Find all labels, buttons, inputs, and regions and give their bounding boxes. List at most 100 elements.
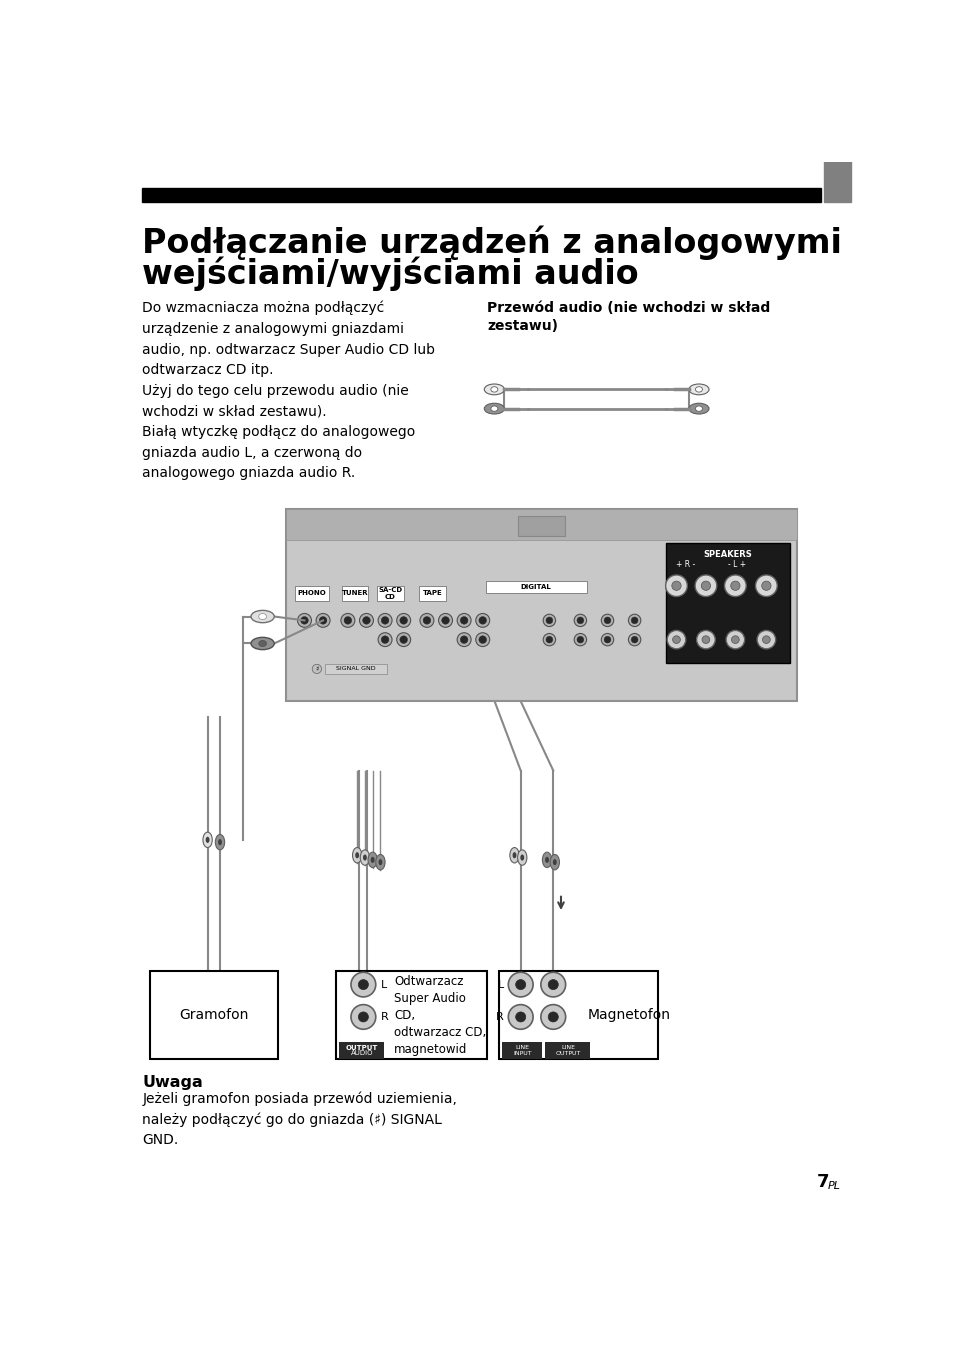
Ellipse shape: [396, 614, 410, 627]
Ellipse shape: [508, 1005, 533, 1029]
Text: PL: PL: [827, 1180, 840, 1191]
Ellipse shape: [362, 617, 370, 625]
Ellipse shape: [419, 614, 434, 627]
Text: AUDIO: AUDIO: [350, 1051, 373, 1056]
Ellipse shape: [315, 614, 330, 627]
Ellipse shape: [340, 614, 355, 627]
Text: Do wzmacniacza można podłączyć
urządzenie z analogowymi gniazdami
audio, np. odt: Do wzmacniacza można podłączyć urządzeni…: [142, 301, 435, 480]
Text: DIGITAL: DIGITAL: [520, 584, 551, 591]
Ellipse shape: [258, 614, 266, 619]
Text: L: L: [497, 980, 503, 990]
Ellipse shape: [399, 635, 407, 644]
Bar: [545, 1042, 590, 1059]
Text: TAPE: TAPE: [422, 591, 442, 596]
Ellipse shape: [378, 859, 382, 865]
Ellipse shape: [459, 617, 468, 625]
Text: L: L: [380, 980, 386, 990]
Text: Wprowadzenie: Wprowadzenie: [830, 369, 843, 466]
Ellipse shape: [550, 854, 558, 869]
Ellipse shape: [542, 614, 555, 626]
Ellipse shape: [665, 575, 686, 596]
Ellipse shape: [206, 837, 210, 842]
Ellipse shape: [491, 387, 497, 392]
Text: ♯: ♯: [314, 667, 318, 672]
Text: SIGNAL GND: SIGNAL GND: [335, 667, 375, 672]
Ellipse shape: [688, 384, 708, 395]
Ellipse shape: [478, 617, 486, 625]
Ellipse shape: [371, 857, 375, 863]
Text: R: R: [380, 1011, 388, 1022]
Ellipse shape: [548, 980, 558, 990]
Ellipse shape: [688, 403, 708, 414]
Ellipse shape: [215, 834, 224, 850]
Ellipse shape: [355, 852, 358, 859]
Ellipse shape: [478, 635, 486, 644]
Ellipse shape: [484, 384, 504, 395]
Text: SPEAKERS: SPEAKERS: [702, 549, 751, 558]
Ellipse shape: [203, 831, 212, 848]
Text: R: R: [496, 1011, 503, 1022]
Ellipse shape: [577, 617, 583, 623]
Bar: [335, 971, 487, 1059]
Bar: [823, 0, 850, 203]
Text: Uwaga: Uwaga: [142, 1075, 203, 1090]
Ellipse shape: [755, 575, 777, 596]
Ellipse shape: [438, 614, 452, 627]
Ellipse shape: [540, 972, 565, 996]
Ellipse shape: [251, 637, 274, 650]
Bar: [498, 971, 658, 1059]
Ellipse shape: [631, 617, 638, 623]
Ellipse shape: [358, 980, 368, 990]
Ellipse shape: [344, 617, 352, 625]
Ellipse shape: [545, 617, 552, 623]
Ellipse shape: [377, 614, 392, 627]
Text: + R -: + R -: [676, 560, 695, 569]
Ellipse shape: [671, 581, 680, 591]
Ellipse shape: [258, 641, 266, 646]
Ellipse shape: [422, 617, 431, 625]
Ellipse shape: [516, 1011, 525, 1022]
Ellipse shape: [631, 637, 638, 644]
Text: Gramofon: Gramofon: [179, 1009, 248, 1022]
Bar: [377, 585, 403, 602]
Ellipse shape: [700, 581, 710, 591]
Ellipse shape: [540, 1005, 565, 1029]
Ellipse shape: [509, 848, 518, 863]
Ellipse shape: [358, 1011, 368, 1022]
Ellipse shape: [476, 633, 489, 646]
Text: Jeżeli gramofon posiada przewód uziemienia,
należy podłączyć go do gniazda (♯) S: Jeżeli gramofon posiada przewód uziemien…: [142, 1091, 456, 1146]
Ellipse shape: [456, 633, 471, 646]
Bar: [150, 971, 278, 1059]
Ellipse shape: [757, 630, 775, 649]
Text: LINE
INPUT: LINE INPUT: [513, 1045, 531, 1056]
Ellipse shape: [456, 614, 471, 627]
Ellipse shape: [300, 617, 308, 625]
Text: 7: 7: [816, 1174, 828, 1191]
Text: LINE
OUTPUT: LINE OUTPUT: [555, 1045, 580, 1056]
Ellipse shape: [512, 852, 516, 859]
Ellipse shape: [574, 634, 586, 646]
Ellipse shape: [603, 637, 610, 644]
Bar: [286, 508, 797, 702]
Ellipse shape: [600, 614, 613, 626]
Ellipse shape: [603, 617, 610, 623]
Ellipse shape: [359, 614, 373, 627]
Ellipse shape: [544, 857, 548, 863]
Ellipse shape: [696, 630, 715, 649]
Ellipse shape: [351, 1005, 375, 1029]
Ellipse shape: [723, 575, 745, 596]
Ellipse shape: [360, 850, 369, 865]
Ellipse shape: [574, 614, 586, 626]
Ellipse shape: [381, 635, 389, 644]
Ellipse shape: [381, 617, 389, 625]
Ellipse shape: [297, 614, 311, 627]
Ellipse shape: [353, 848, 361, 863]
Ellipse shape: [577, 637, 583, 644]
Ellipse shape: [725, 630, 744, 649]
Bar: [294, 585, 329, 602]
Ellipse shape: [701, 635, 709, 644]
Text: - L +: - L +: [727, 560, 745, 569]
Ellipse shape: [542, 634, 555, 646]
Ellipse shape: [375, 854, 385, 869]
Text: PHONO: PHONO: [297, 591, 326, 596]
